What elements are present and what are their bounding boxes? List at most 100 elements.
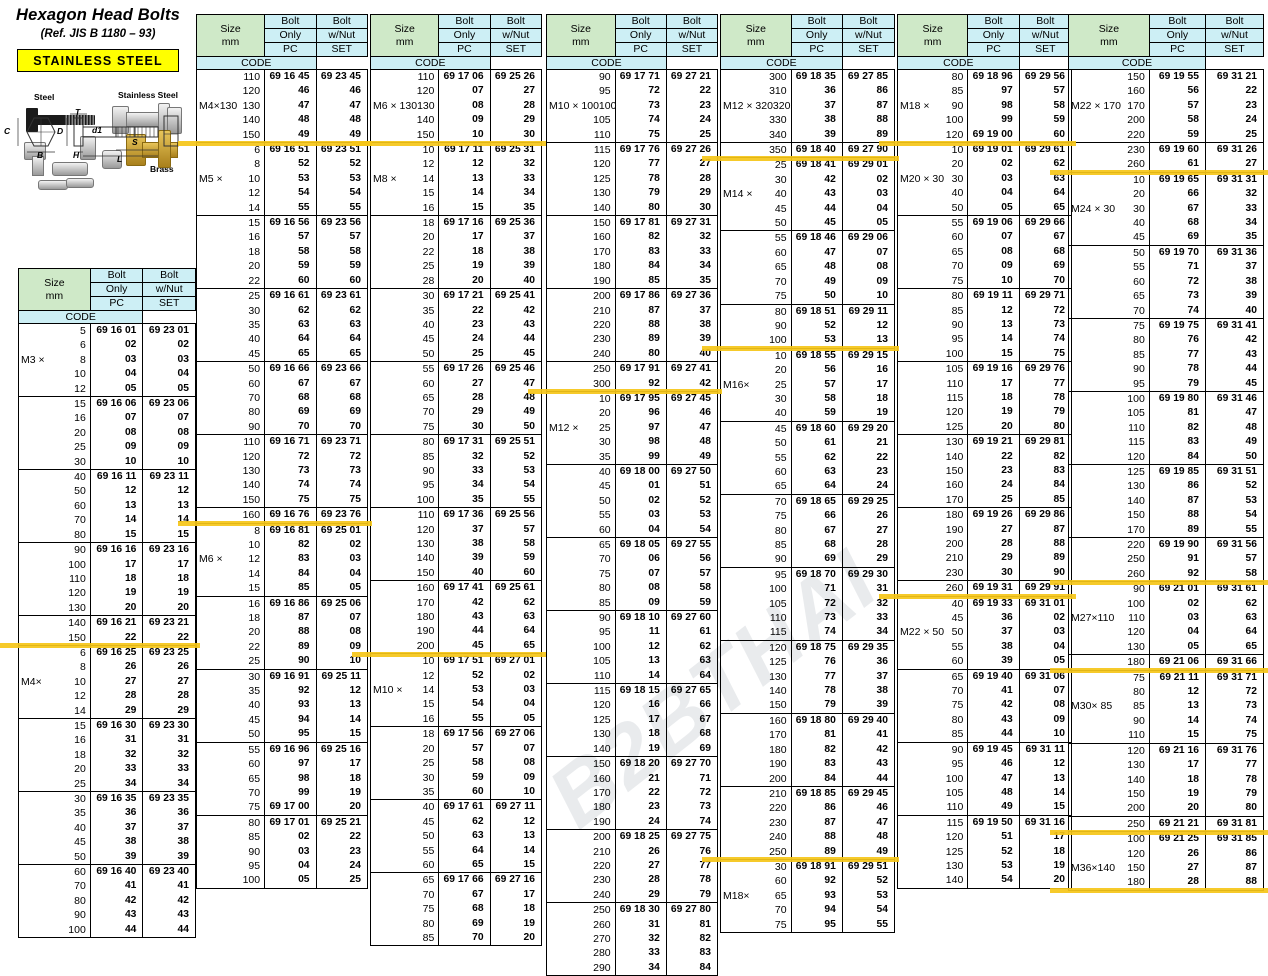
cell-size: 80 bbox=[1068, 333, 1150, 348]
cell-size: 45 bbox=[720, 420, 792, 437]
cell-code-bolt-wnut: 43 bbox=[1205, 347, 1265, 363]
cell-code-bolt-wnut: 24 bbox=[842, 479, 896, 495]
cell-size: 55 bbox=[195, 741, 266, 758]
cell-code-bolt-only: 98 bbox=[264, 771, 317, 786]
cell-size: 30 bbox=[18, 454, 91, 470]
cell-size: 35 bbox=[369, 303, 440, 318]
cell-size: 190 bbox=[546, 273, 616, 289]
cell-code-bolt-wnut: 69 25 46 bbox=[490, 361, 543, 377]
cell-code-bolt-wnut: 68 bbox=[1019, 244, 1073, 260]
table-row: 60 67 67 bbox=[195, 376, 369, 391]
cell-code-bolt-wnut: 81 bbox=[666, 917, 719, 932]
cell-size: 95 bbox=[546, 84, 616, 99]
steel-bolt-icon bbox=[26, 108, 38, 132]
cell-code-bolt-wnut: 10 bbox=[142, 454, 196, 470]
cell-code-bolt-only: 96 bbox=[615, 406, 667, 421]
cell-code-bolt-only: 69 19 06 bbox=[967, 215, 1020, 231]
cell-size: M22 × 170 170 bbox=[1068, 98, 1150, 114]
cell-size: 60 bbox=[720, 245, 792, 261]
cell-code-bolt-only: 19 bbox=[615, 741, 667, 757]
cell-code-bolt-wnut: 37 bbox=[842, 669, 896, 685]
table-row: 105 13 63 bbox=[546, 654, 719, 669]
cell-code-bolt-wnut: 28 bbox=[490, 98, 543, 114]
cell-code-bolt-wnut: 36 bbox=[142, 806, 196, 821]
cell-code-bolt-only: 53 bbox=[438, 683, 491, 698]
cell-code-bolt-only: 69 bbox=[264, 405, 317, 420]
table-row: 200 28 88 bbox=[896, 537, 1073, 552]
header-code: CODE bbox=[196, 56, 317, 70]
cell-code-bolt-only: 67 bbox=[1149, 201, 1206, 217]
header-bolt-wnut: Bolt bbox=[1204, 14, 1265, 29]
cell-code-bolt-wnut: 38 bbox=[1205, 274, 1265, 290]
cell-code-bolt-only: 63 bbox=[438, 829, 491, 844]
cell-code-bolt-only: 53 bbox=[967, 858, 1020, 874]
cell-size: 160 bbox=[546, 230, 616, 245]
cell-size: 150 bbox=[18, 630, 91, 646]
cell-code-bolt-wnut: 69 25 26 bbox=[490, 69, 543, 85]
cell-code-bolt-only: 14 bbox=[967, 332, 1020, 347]
cell-size: 18 bbox=[369, 215, 440, 231]
table-row: 20 56 16 bbox=[720, 363, 896, 378]
table-row: 200 69 17 86 69 27 36 bbox=[546, 288, 719, 304]
cell-size: 140 bbox=[369, 551, 440, 566]
cell-size: 18 bbox=[369, 726, 440, 742]
table-row: 100 47 13 bbox=[896, 771, 1073, 786]
cell-code-bolt-wnut: 69 25 61 bbox=[490, 580, 543, 596]
table-row: M24 × 30 30 67 33 bbox=[1068, 201, 1265, 217]
cell-code-bolt-wnut: 03 bbox=[842, 187, 896, 202]
cell-code-bolt-wnut: 68 bbox=[316, 390, 369, 406]
cell-size: 12 bbox=[195, 186, 266, 201]
header-size: Size mm bbox=[195, 14, 266, 57]
header-bolt-wnut: Bolt bbox=[142, 268, 196, 283]
hex-nut-icon bbox=[102, 150, 122, 169]
table-row: 65 69 19 40 69 31 06 bbox=[896, 668, 1073, 685]
highlight-marker bbox=[879, 594, 1076, 600]
table-row: 16 15 35 bbox=[369, 200, 543, 216]
cell-size: 150 bbox=[1068, 786, 1150, 802]
table-row: 100 15 75 bbox=[896, 346, 1073, 362]
cell-code-bolt-wnut: 69 23 56 bbox=[316, 215, 369, 231]
table-row: 75 69 19 75 69 31 41 bbox=[1068, 317, 1265, 334]
cell-size: 115 bbox=[896, 390, 969, 406]
cell-code-bolt-wnut: 08 bbox=[490, 756, 543, 771]
cell-code-bolt-only: 61 bbox=[791, 436, 843, 451]
header-bolt-only-2: Only bbox=[89, 282, 144, 297]
cell-code-bolt-wnut: 09 bbox=[842, 274, 896, 290]
table-row: 80 67 27 bbox=[720, 523, 896, 538]
cell-size: 10 bbox=[195, 538, 266, 553]
cell-code-bolt-only: 69 17 61 bbox=[438, 799, 491, 815]
cell-code-bolt-only: 97 bbox=[264, 757, 317, 772]
cell-code-bolt-wnut: 18 bbox=[142, 571, 196, 587]
cell-code-bolt-wnut: 13 bbox=[842, 333, 896, 349]
small-bolt-icon-3 bbox=[52, 162, 88, 176]
table-row: 35 63 63 bbox=[195, 317, 369, 333]
cell-code-bolt-only: 22 bbox=[615, 785, 667, 801]
table-row: 80 69 69 bbox=[195, 405, 369, 420]
cell-size: 100 bbox=[546, 639, 616, 655]
cell-code-bolt-wnut: 64 bbox=[316, 332, 369, 347]
cell-size: 50 bbox=[546, 493, 616, 509]
cell-size: 65 bbox=[720, 479, 792, 495]
highlight-marker bbox=[1050, 888, 1268, 894]
table-row: 35 60 10 bbox=[369, 784, 543, 800]
cell-size: 120 bbox=[720, 639, 792, 656]
cell-code-bolt-only: 27 bbox=[967, 522, 1020, 537]
table-row: 80 08 58 bbox=[546, 581, 719, 596]
cell-code-bolt-wnut: 30 bbox=[490, 127, 543, 143]
table-row: 75 69 17 00 20 bbox=[195, 800, 369, 816]
cell-size: 30 bbox=[369, 770, 440, 785]
cell-size: 60 bbox=[369, 376, 440, 391]
cell-code-bolt-only: 32 bbox=[90, 747, 144, 763]
header-unit-pc: PC bbox=[438, 42, 491, 57]
table-row: 120 07 27 bbox=[369, 84, 543, 99]
cell-code-bolt-only: 20 bbox=[438, 273, 491, 289]
cell-code-bolt-wnut: 44 bbox=[142, 922, 196, 939]
cell-code-bolt-wnut: 77 bbox=[666, 858, 719, 874]
table-row: 35 92 12 bbox=[195, 684, 369, 699]
table-row: 120 46 46 bbox=[195, 84, 369, 99]
cell-code-bolt-only: 69 bbox=[791, 552, 843, 568]
cell-code-bolt-wnut: 12 bbox=[490, 814, 543, 830]
highlight-marker bbox=[1050, 668, 1268, 674]
cell-size: 120 bbox=[896, 127, 969, 143]
table-row: 170 42 62 bbox=[369, 595, 543, 611]
